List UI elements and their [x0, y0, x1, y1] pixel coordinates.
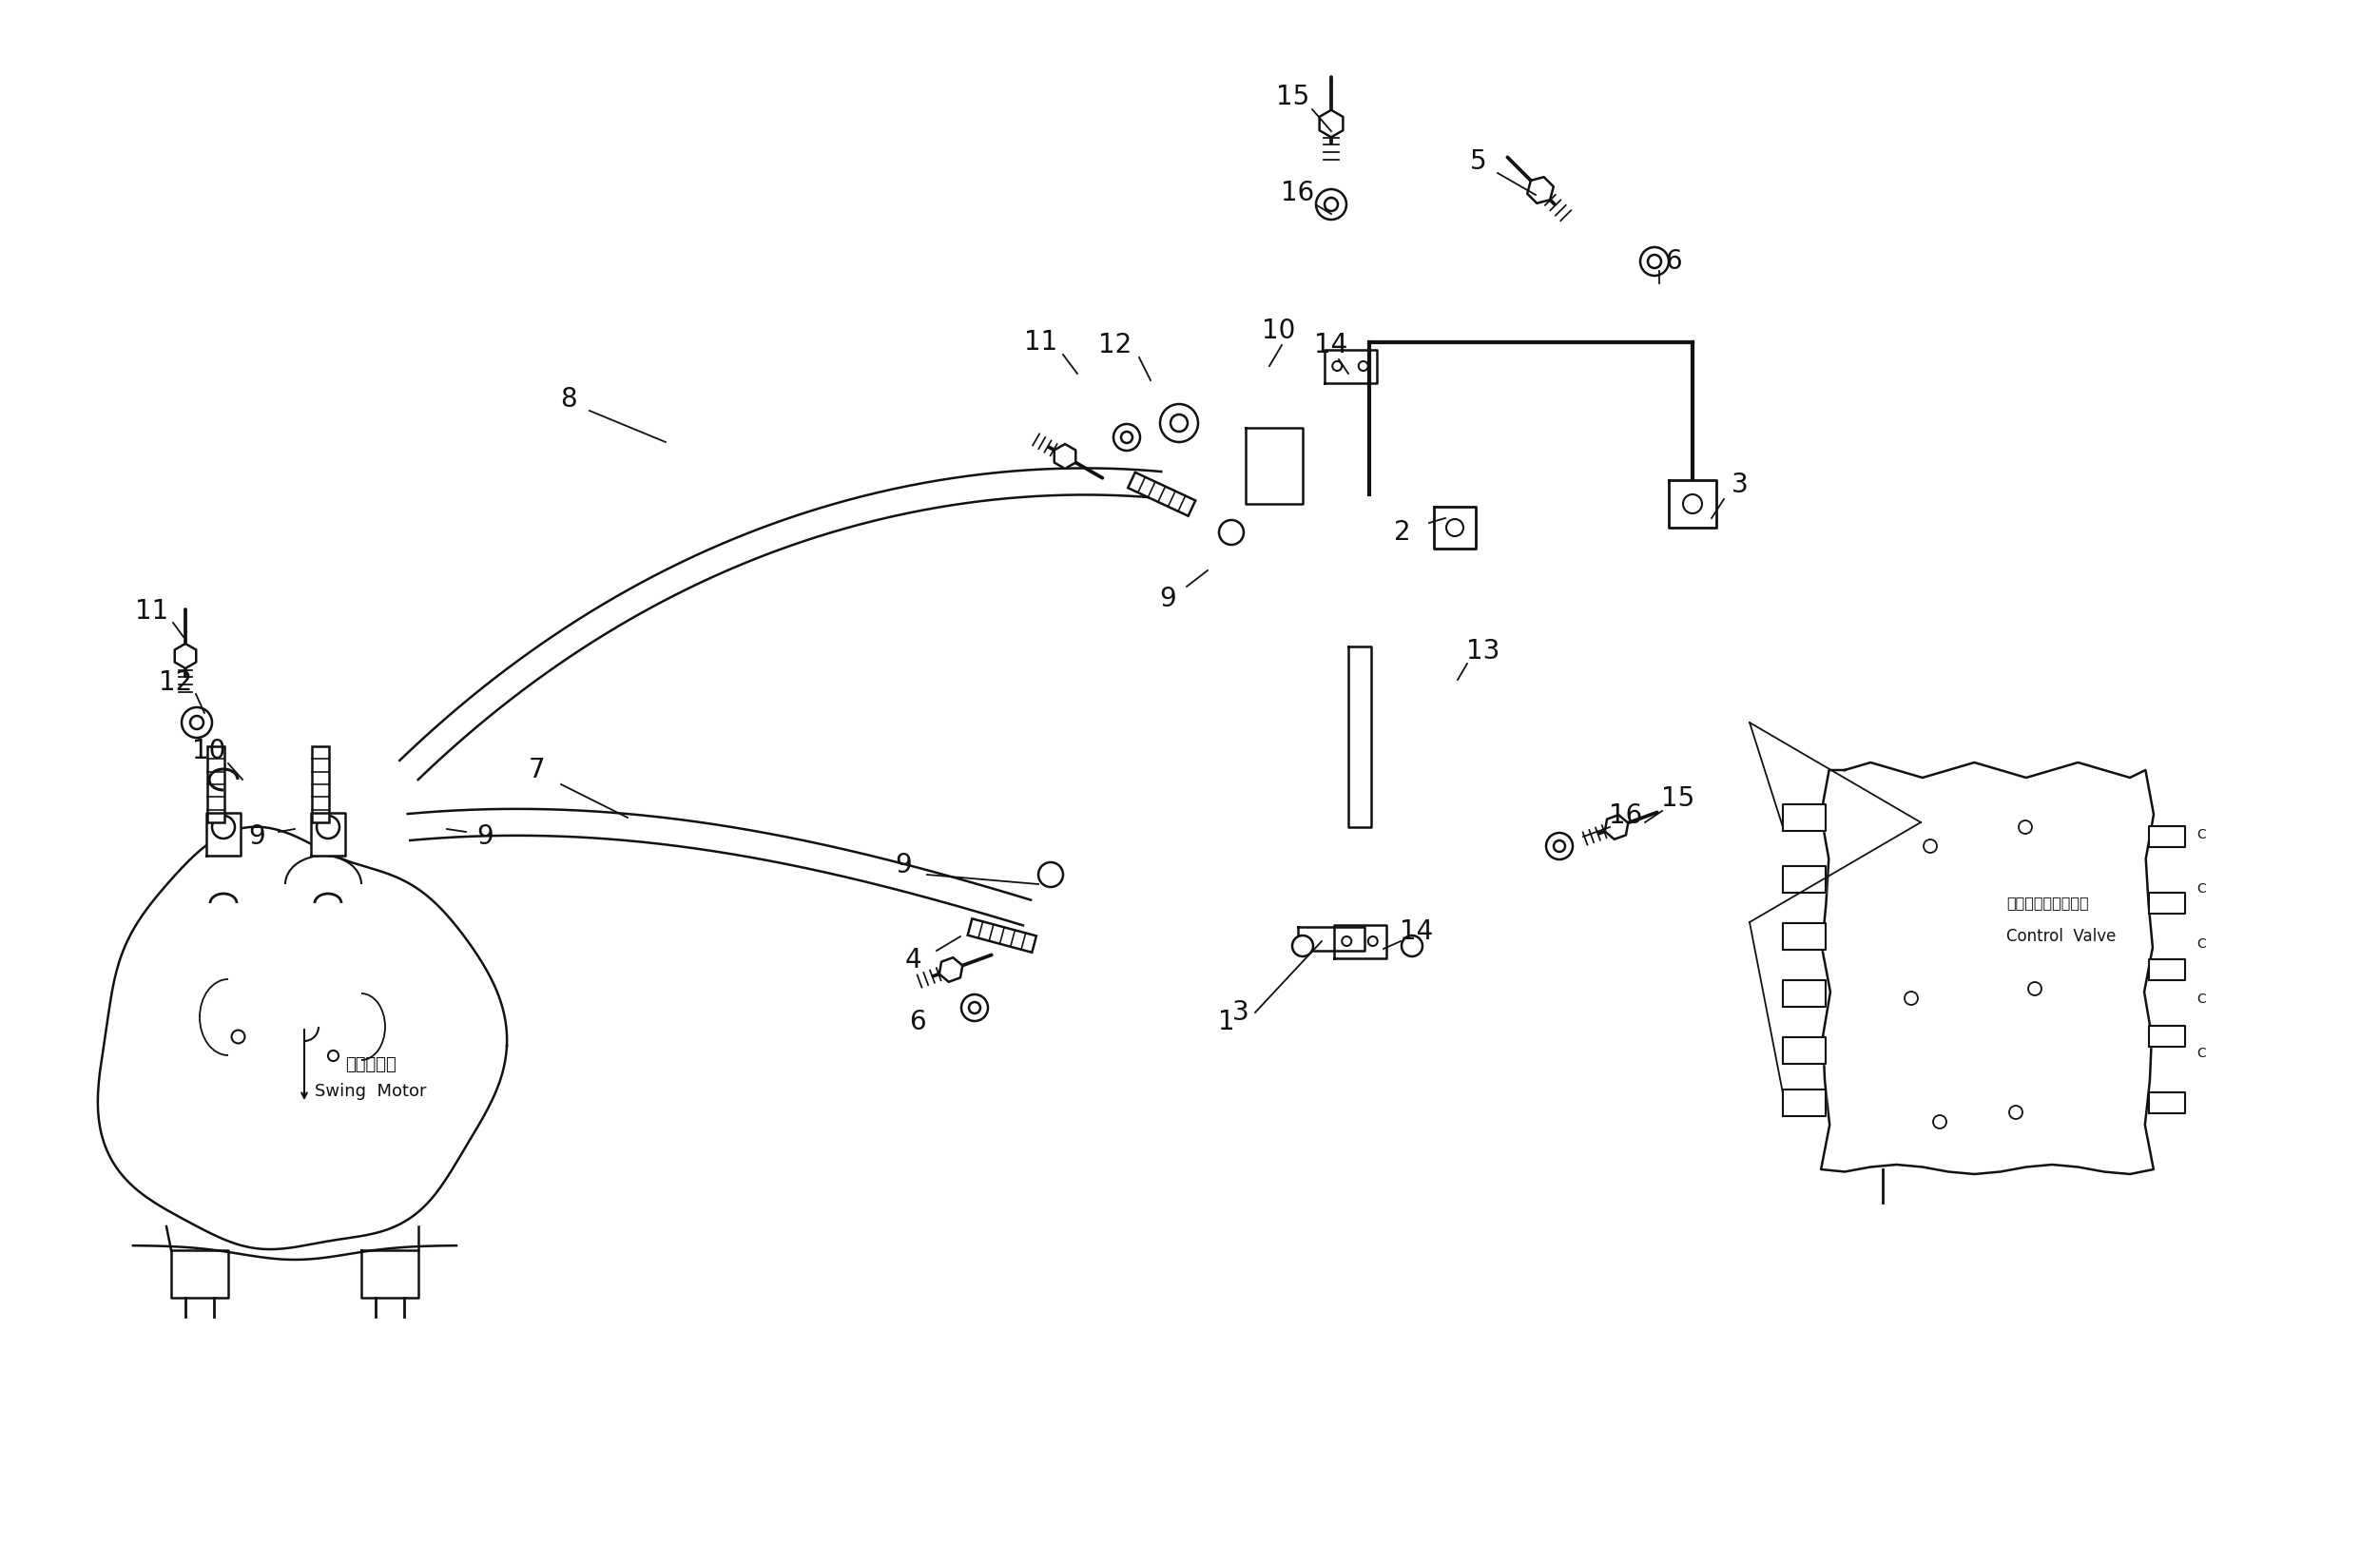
- Text: 10: 10: [1261, 317, 1295, 344]
- Circle shape: [1316, 189, 1347, 220]
- Text: 9: 9: [476, 823, 493, 850]
- Text: C: C: [2197, 992, 2206, 1006]
- Polygon shape: [1128, 472, 1195, 515]
- Circle shape: [1038, 862, 1064, 887]
- Text: Swing  Motor: Swing Motor: [314, 1082, 426, 1100]
- Text: 9: 9: [1159, 586, 1176, 612]
- Polygon shape: [1323, 350, 1376, 383]
- Text: 8: 8: [559, 386, 576, 412]
- Polygon shape: [1783, 981, 1825, 1007]
- Text: 3: 3: [1233, 1000, 1250, 1026]
- Polygon shape: [2149, 1092, 2185, 1114]
- Polygon shape: [1297, 926, 1364, 951]
- Text: C: C: [2197, 1047, 2206, 1061]
- Circle shape: [1640, 247, 1668, 276]
- Polygon shape: [1668, 480, 1716, 528]
- Polygon shape: [1821, 762, 2154, 1175]
- Text: 4: 4: [904, 947, 921, 973]
- Polygon shape: [1054, 444, 1076, 469]
- Polygon shape: [1333, 925, 1385, 958]
- Text: 11: 11: [1023, 330, 1059, 356]
- Polygon shape: [312, 747, 328, 822]
- Circle shape: [1359, 361, 1368, 370]
- Polygon shape: [1245, 428, 1302, 505]
- Polygon shape: [207, 812, 240, 856]
- Circle shape: [317, 815, 340, 839]
- Text: 12: 12: [1100, 331, 1133, 358]
- Circle shape: [1402, 936, 1423, 956]
- Polygon shape: [969, 918, 1035, 953]
- Text: C: C: [2197, 937, 2206, 951]
- Text: 14: 14: [1399, 918, 1433, 945]
- Polygon shape: [940, 958, 962, 982]
- Text: 15: 15: [1661, 786, 1695, 812]
- Polygon shape: [1319, 109, 1342, 137]
- Polygon shape: [1349, 647, 1371, 828]
- Text: 3: 3: [1733, 472, 1749, 498]
- Text: C: C: [2197, 828, 2206, 842]
- Polygon shape: [1433, 506, 1476, 548]
- Circle shape: [1292, 936, 1314, 956]
- Circle shape: [1159, 405, 1197, 442]
- Text: 2: 2: [1395, 519, 1411, 545]
- Text: 11: 11: [136, 598, 169, 625]
- Text: 13: 13: [1466, 637, 1499, 664]
- Polygon shape: [98, 826, 507, 1250]
- Text: 1: 1: [1219, 1009, 1235, 1036]
- Text: 7: 7: [528, 756, 545, 784]
- Polygon shape: [1783, 923, 1825, 950]
- Text: コントロールバルブ: コントロールバルブ: [2006, 897, 2090, 911]
- Polygon shape: [2149, 959, 2185, 981]
- Polygon shape: [1783, 804, 1825, 831]
- Polygon shape: [1783, 1037, 1825, 1064]
- Text: 9: 9: [248, 823, 264, 850]
- Polygon shape: [2149, 893, 2185, 914]
- Text: Control  Valve: Control Valve: [2006, 928, 2116, 945]
- Circle shape: [2009, 1106, 2023, 1118]
- Circle shape: [1219, 520, 1245, 545]
- Text: 16: 16: [1280, 180, 1314, 206]
- Text: 10: 10: [193, 737, 226, 764]
- Circle shape: [1547, 833, 1573, 859]
- Text: C: C: [2197, 883, 2206, 895]
- Polygon shape: [1783, 1090, 1825, 1117]
- Text: 6: 6: [1666, 248, 1683, 275]
- Polygon shape: [207, 747, 224, 822]
- Circle shape: [1333, 361, 1342, 370]
- Text: 15: 15: [1276, 84, 1309, 111]
- Circle shape: [1342, 937, 1352, 947]
- Circle shape: [1447, 519, 1464, 536]
- Circle shape: [1933, 1115, 1947, 1128]
- Circle shape: [1683, 494, 1702, 514]
- Polygon shape: [2149, 1026, 2185, 1047]
- Polygon shape: [2149, 826, 2185, 847]
- Text: 9: 9: [895, 851, 912, 878]
- Text: 5: 5: [1471, 148, 1488, 175]
- Circle shape: [181, 708, 212, 737]
- Circle shape: [1904, 992, 1918, 1004]
- Circle shape: [1114, 423, 1140, 450]
- Circle shape: [2028, 982, 2042, 995]
- Text: 12: 12: [159, 669, 193, 697]
- Text: 16: 16: [1609, 803, 1642, 829]
- Text: 6: 6: [909, 1009, 926, 1036]
- Polygon shape: [174, 644, 195, 669]
- Circle shape: [1923, 839, 1937, 853]
- Circle shape: [962, 995, 988, 1022]
- Polygon shape: [171, 1250, 228, 1298]
- Circle shape: [2018, 820, 2033, 834]
- Text: 旋回モータ: 旋回モータ: [345, 1056, 397, 1073]
- Polygon shape: [1528, 177, 1554, 203]
- Polygon shape: [1604, 815, 1628, 839]
- Polygon shape: [1783, 865, 1825, 893]
- Polygon shape: [312, 812, 345, 856]
- Text: 14: 14: [1314, 331, 1347, 358]
- Polygon shape: [362, 1250, 419, 1298]
- Circle shape: [212, 815, 236, 839]
- Circle shape: [1368, 937, 1378, 947]
